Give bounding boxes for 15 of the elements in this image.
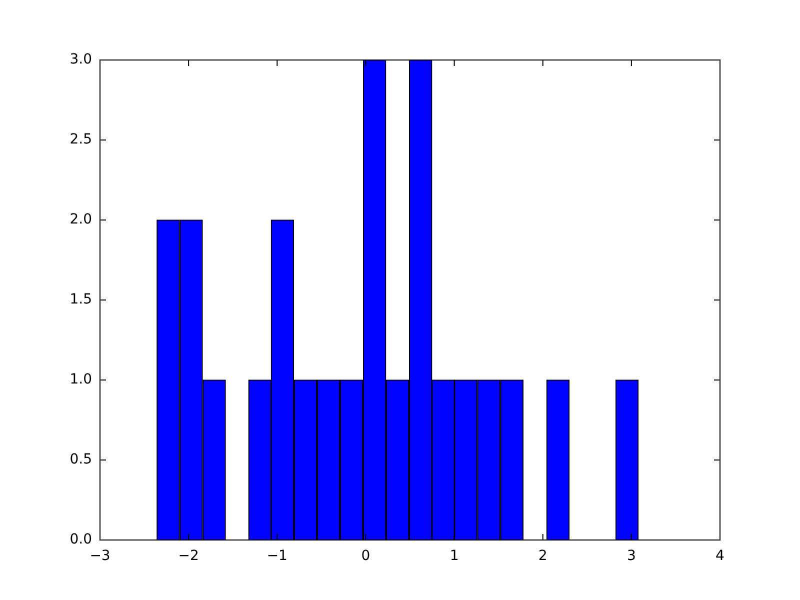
x-tick-label: 4: [716, 548, 725, 564]
x-tick-label: −1: [266, 548, 288, 564]
x-tick-label: 3: [626, 548, 636, 564]
y-tick-label: 1.5: [70, 292, 92, 308]
y-tick-label: 3.0: [70, 52, 92, 68]
y-tick-label: 2.5: [70, 132, 92, 148]
y-tick-label: 0.0: [70, 532, 92, 548]
x-tick-label: −3: [90, 548, 110, 564]
y-tick-label: 2.0: [70, 212, 92, 228]
x-tick-label: 2: [538, 548, 548, 564]
y-tick-label: 0.5: [70, 452, 92, 468]
x-tick-label: 1: [450, 548, 459, 564]
x-tick-label: −2: [178, 548, 199, 564]
y-tick-label: 1.0: [70, 372, 92, 388]
x-tick-label: 0: [361, 548, 370, 564]
